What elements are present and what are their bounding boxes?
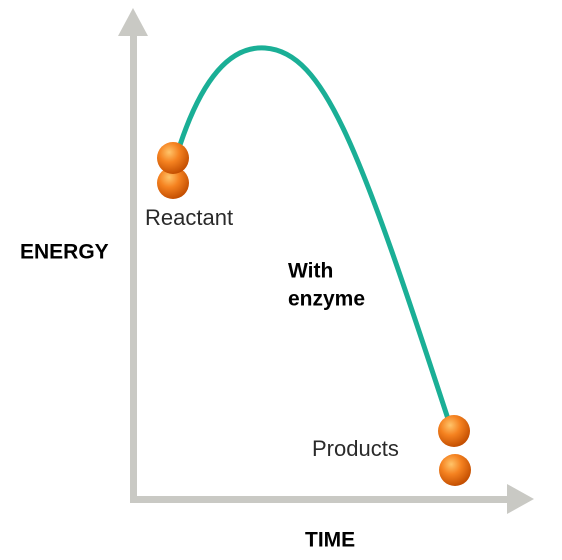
curve-label: enzyme <box>288 288 365 311</box>
axes <box>118 8 534 514</box>
y-axis <box>130 30 137 502</box>
x-axis-arrow <box>507 484 534 514</box>
atom <box>439 454 471 486</box>
atom <box>157 142 189 174</box>
x-axis-label: TIME <box>305 529 355 552</box>
product-molecules <box>438 415 471 486</box>
curve-label: With <box>288 260 333 283</box>
products-label: Products <box>312 436 399 461</box>
energy-curve <box>177 45 453 428</box>
atom <box>438 415 470 447</box>
x-axis <box>130 496 515 503</box>
reactant-molecule <box>157 142 189 199</box>
atom <box>157 167 189 199</box>
y-axis-label: ENERGY <box>20 241 109 264</box>
y-axis-arrow <box>118 8 148 36</box>
reactant-label: Reactant <box>145 205 233 230</box>
